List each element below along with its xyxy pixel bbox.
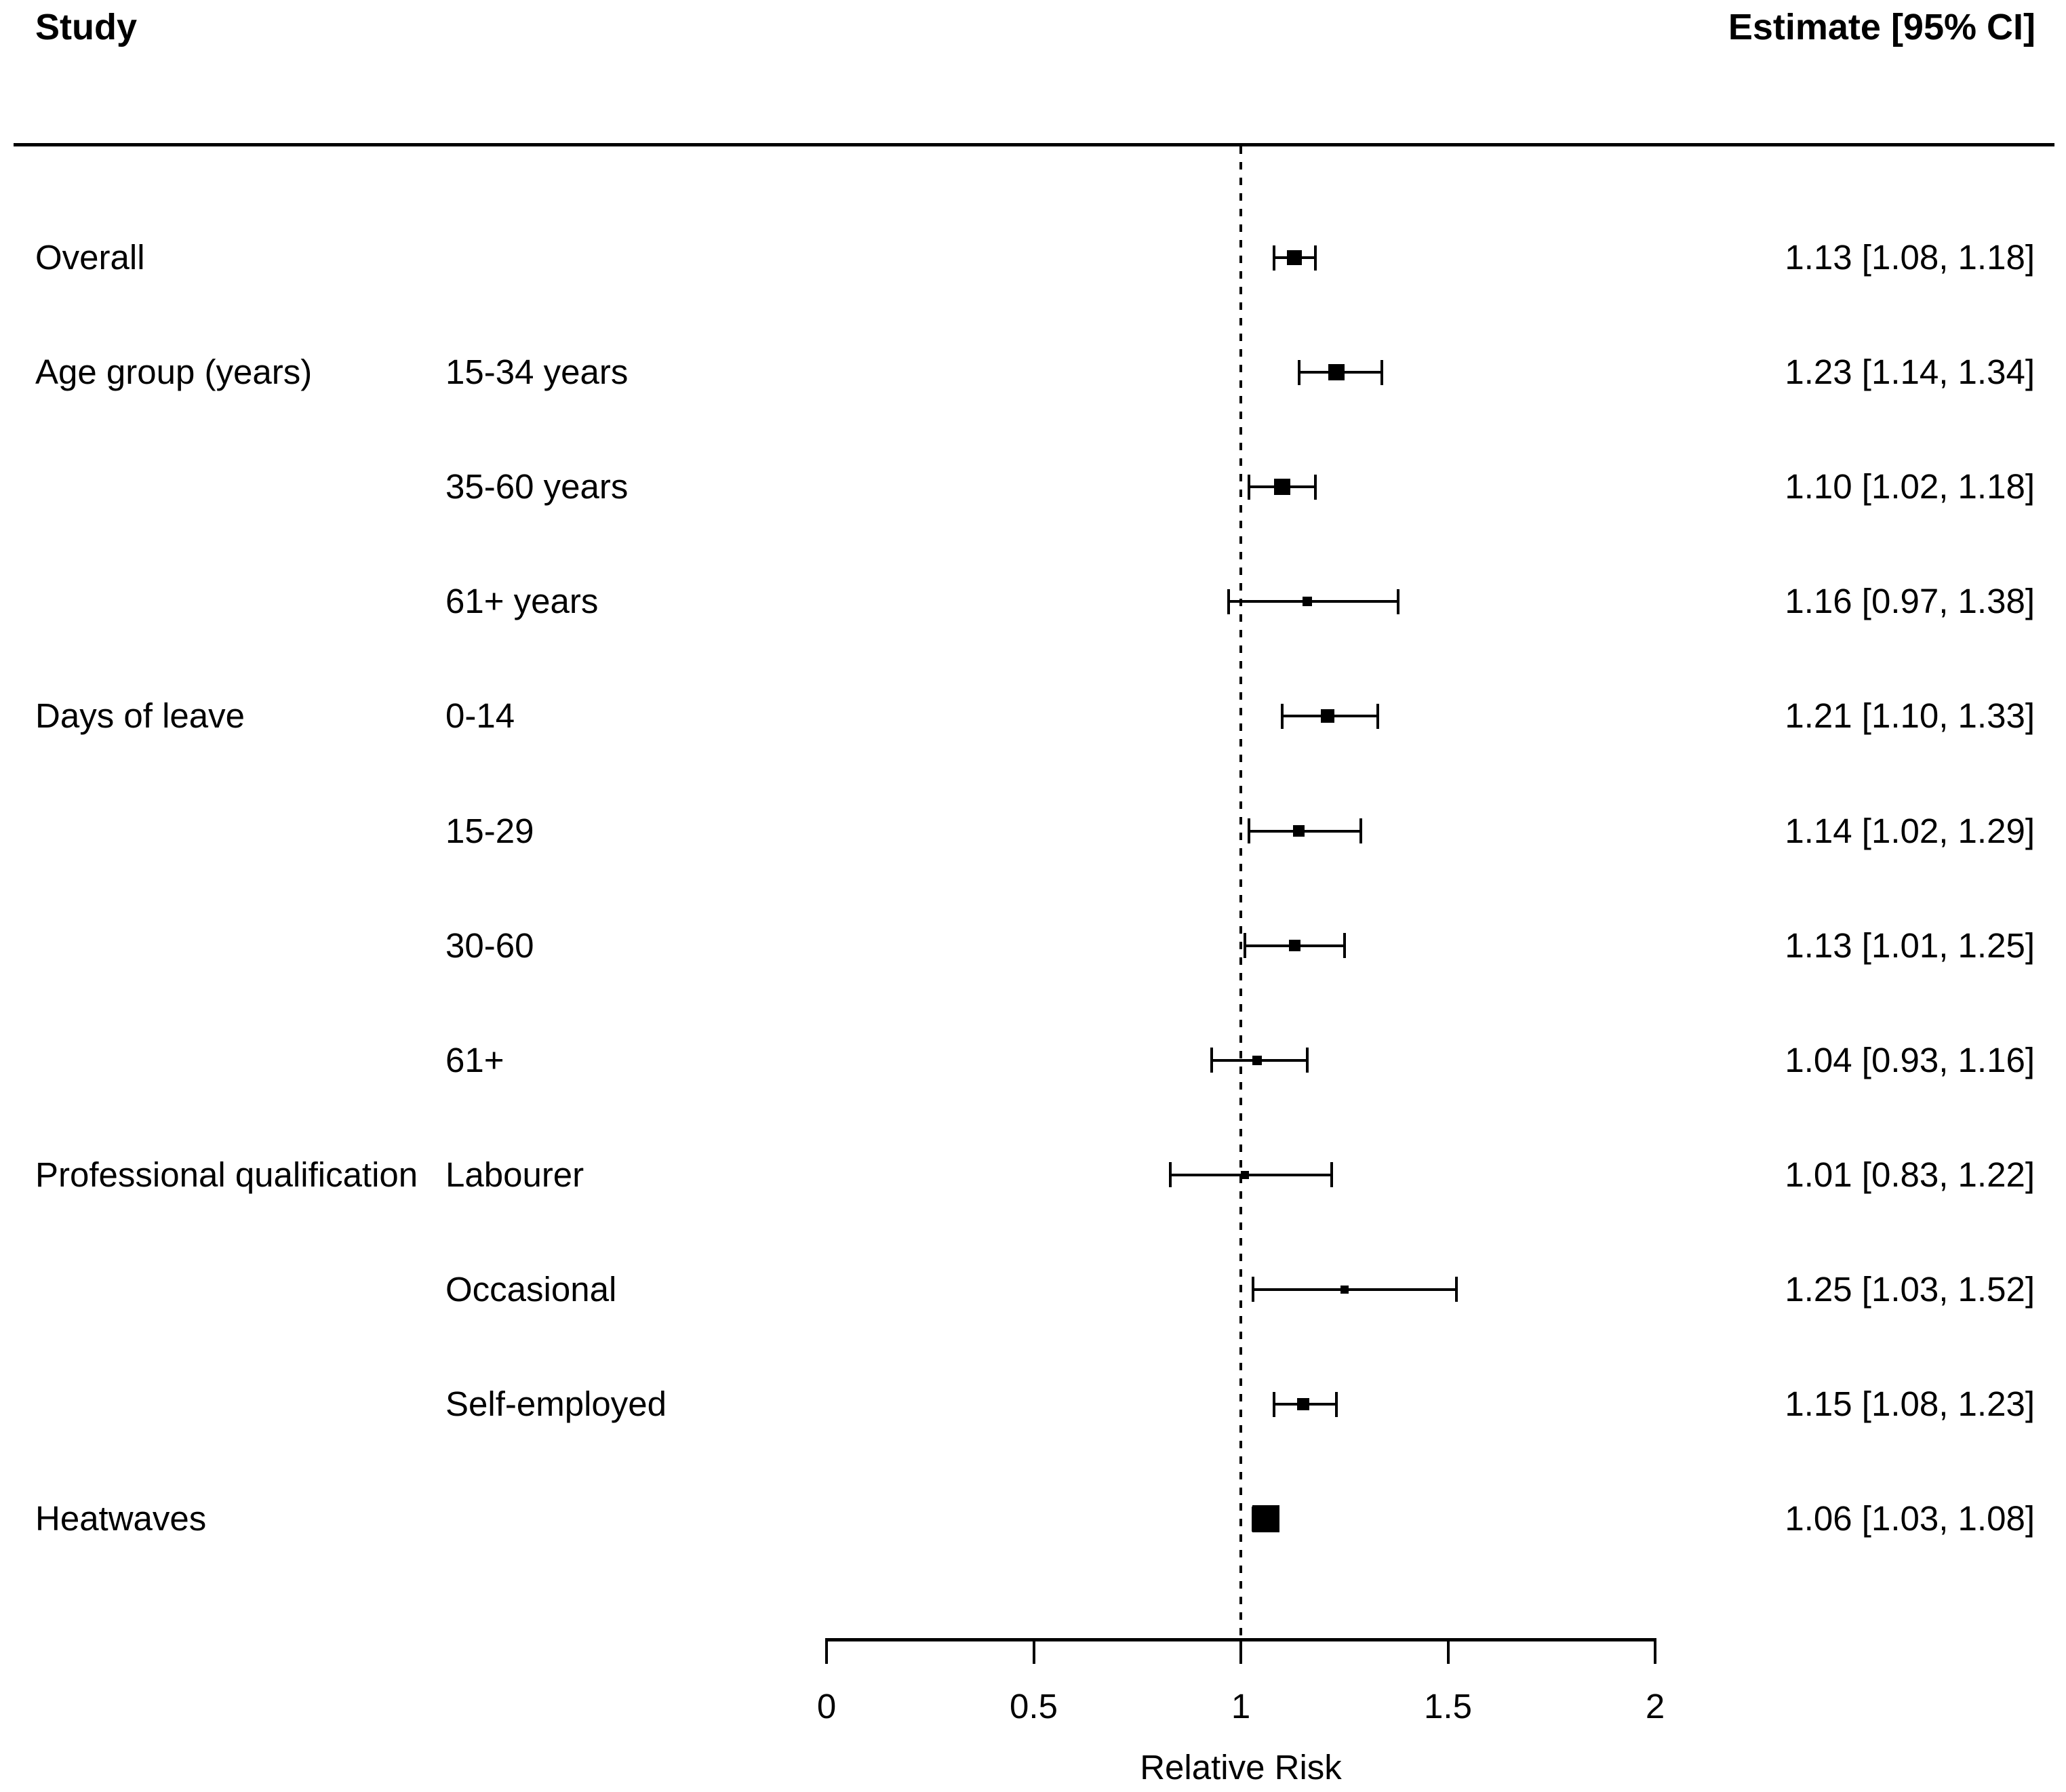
subgroup-label: Self-employed (445, 1385, 667, 1423)
estimate-text: 1.06 [1.03, 1.08] (1785, 1499, 2035, 1538)
x-axis-tick (1239, 1641, 1242, 1664)
subgroup-label: Occasional (445, 1269, 617, 1309)
ci-cap-right (1334, 1391, 1338, 1417)
ci-cap-right (1313, 474, 1317, 500)
ci-cap-right (1380, 359, 1383, 385)
x-axis-line (825, 1638, 1656, 1641)
estimate-text: 1.16 [0.97, 1.38] (1785, 582, 2035, 621)
estimate-marker (1328, 364, 1345, 381)
ci-cap-right (1454, 1277, 1458, 1302)
column-header-estimate: Estimate [95% CI] (1728, 7, 2035, 47)
ci-cap-left (1248, 474, 1251, 500)
ci-cap-left (1248, 818, 1251, 843)
column-header-study: Study (35, 7, 138, 47)
reference-line-rr1 (1239, 146, 1242, 1638)
group-label: Age group (years) (35, 353, 313, 392)
estimate-marker (1287, 250, 1303, 265)
estimate-marker (1321, 709, 1335, 723)
ci-cap-left (1272, 245, 1275, 271)
x-axis-tick (1654, 1641, 1656, 1664)
group-label: Days of leave (35, 696, 245, 736)
header-separator-line (14, 143, 2054, 146)
estimate-marker (1252, 1505, 1279, 1533)
estimate-text: 1.04 [0.93, 1.16] (1785, 1040, 2035, 1079)
ci-line (1228, 600, 1399, 603)
estimate-text: 1.13 [1.01, 1.25] (1785, 925, 2035, 965)
ci-cap-left (1297, 359, 1300, 385)
estimate-text: 1.21 [1.10, 1.33] (1785, 696, 2035, 736)
estimate-marker (1293, 825, 1305, 837)
x-axis-tick-label: 0.5 (1010, 1687, 1058, 1726)
ci-cap-right (1330, 1162, 1334, 1188)
ci-line (1253, 1288, 1456, 1291)
x-axis-tick-label: 0 (816, 1687, 837, 1726)
ci-line (1170, 1173, 1332, 1176)
ci-cap-right (1343, 933, 1346, 959)
estimate-marker (1296, 1398, 1309, 1410)
group-label: Heatwaves (35, 1499, 207, 1538)
subgroup-label: 0-14 (445, 696, 515, 736)
x-axis-tick-label: 1.5 (1424, 1687, 1472, 1726)
estimate-marker (1288, 940, 1300, 952)
ci-cap-right (1359, 818, 1363, 843)
subgroup-label: Labourer (445, 1155, 584, 1194)
ci-cap-right (1376, 703, 1379, 729)
subgroup-label: 15-34 years (445, 353, 629, 392)
estimate-text: 1.15 [1.08, 1.23] (1785, 1385, 2035, 1423)
group-label: Professional qualification (35, 1155, 418, 1194)
estimate-text: 1.13 [1.08, 1.18] (1785, 238, 2035, 277)
ci-cap-left (1169, 1162, 1172, 1188)
ci-line (1249, 829, 1362, 833)
group-label: Overall (35, 238, 145, 277)
x-axis-tick (825, 1641, 828, 1664)
ci-cap-left (1272, 1391, 1275, 1417)
ci-cap-left (1227, 589, 1230, 614)
ci-cap-right (1397, 589, 1400, 614)
subgroup-label: 35-60 years (445, 467, 629, 506)
estimate-text: 1.10 [1.02, 1.18] (1785, 467, 2035, 506)
estimate-marker (1340, 1285, 1349, 1294)
subgroup-label: 61+ years (445, 582, 599, 621)
x-axis-tick (1446, 1641, 1450, 1664)
ci-cap-right (1313, 245, 1317, 271)
estimate-marker (1241, 1170, 1250, 1179)
subgroup-label: 61+ (445, 1040, 504, 1079)
estimate-text: 1.23 [1.14, 1.34] (1785, 353, 2035, 392)
ci-cap-right (1305, 1048, 1309, 1073)
estimate-marker (1302, 597, 1312, 607)
x-axis-title: Relative Risk (1140, 1748, 1342, 1787)
estimate-marker (1252, 1055, 1263, 1065)
ci-cap-left (1244, 933, 1247, 959)
ci-cap-left (1210, 1048, 1214, 1073)
estimate-text: 1.25 [1.03, 1.52] (1785, 1269, 2035, 1309)
estimate-marker (1274, 479, 1291, 496)
ci-cap-left (1281, 703, 1284, 729)
ci-cap-left (1252, 1277, 1255, 1302)
subgroup-label: 30-60 (445, 925, 534, 965)
estimate-text: 1.14 [1.02, 1.29] (1785, 811, 2035, 850)
x-axis-tick-label: 2 (1645, 1687, 1665, 1726)
estimate-text: 1.01 [0.83, 1.22] (1785, 1155, 2035, 1194)
x-axis-tick-label: 1 (1231, 1687, 1251, 1726)
subgroup-label: 15-29 (445, 811, 534, 850)
x-axis-tick (1032, 1641, 1035, 1664)
